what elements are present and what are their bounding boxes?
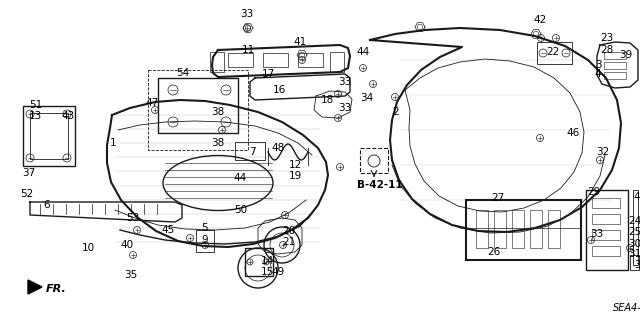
Text: 28: 28 [600, 45, 614, 55]
Text: 33: 33 [241, 9, 253, 19]
Text: 14: 14 [260, 256, 274, 266]
Text: 51: 51 [29, 100, 43, 110]
Text: 43: 43 [61, 111, 75, 121]
Text: 24: 24 [628, 216, 640, 226]
Text: 4: 4 [595, 69, 602, 79]
Text: 44: 44 [234, 173, 246, 183]
Text: 3: 3 [595, 60, 602, 70]
Text: 33: 33 [339, 77, 351, 87]
Text: 40: 40 [120, 240, 134, 250]
Text: 25: 25 [628, 227, 640, 237]
Text: 16: 16 [273, 85, 285, 95]
Text: 27: 27 [492, 193, 504, 203]
Text: 23: 23 [600, 33, 614, 43]
Text: 5: 5 [202, 223, 208, 233]
Text: 7: 7 [249, 147, 255, 157]
Text: 22: 22 [547, 47, 559, 57]
Text: 18: 18 [321, 95, 333, 105]
Text: FR.: FR. [46, 284, 67, 294]
Text: 35: 35 [124, 270, 138, 280]
Text: 1: 1 [109, 138, 116, 148]
Text: 29: 29 [588, 187, 600, 197]
Text: 49: 49 [271, 267, 285, 277]
Text: B-42-11: B-42-11 [357, 180, 403, 190]
Text: 49: 49 [634, 192, 640, 202]
Text: 6: 6 [44, 200, 51, 210]
Text: 17: 17 [261, 69, 275, 79]
Text: 31: 31 [628, 249, 640, 259]
Text: 39: 39 [620, 50, 632, 60]
Text: 13: 13 [28, 111, 42, 121]
Text: 20: 20 [282, 226, 296, 236]
Text: 46: 46 [566, 128, 580, 138]
Text: 9: 9 [202, 235, 208, 245]
Text: 34: 34 [360, 93, 374, 103]
Text: 37: 37 [22, 168, 36, 178]
Text: 38: 38 [211, 138, 225, 148]
Text: 42: 42 [533, 15, 547, 25]
Text: 15: 15 [260, 267, 274, 277]
Text: 10: 10 [81, 243, 95, 253]
Text: 33: 33 [590, 229, 604, 239]
Text: 30: 30 [628, 239, 640, 249]
Text: 48: 48 [271, 143, 285, 153]
Text: 2: 2 [393, 107, 399, 117]
Text: 32: 32 [596, 147, 610, 157]
Text: 41: 41 [293, 37, 307, 47]
Text: 12: 12 [289, 160, 301, 170]
Text: 53: 53 [126, 213, 140, 223]
Text: 26: 26 [488, 247, 500, 257]
Text: 36: 36 [634, 260, 640, 270]
Text: 45: 45 [161, 225, 175, 235]
Polygon shape [28, 280, 42, 294]
Text: SEA4-B4601A: SEA4-B4601A [613, 303, 640, 313]
Text: 38: 38 [211, 107, 225, 117]
Text: 11: 11 [241, 45, 255, 55]
Text: 47: 47 [145, 98, 159, 108]
Text: 33: 33 [339, 103, 351, 113]
Text: 21: 21 [282, 237, 296, 247]
Text: 54: 54 [177, 68, 189, 78]
Text: 52: 52 [20, 189, 34, 199]
Text: 44: 44 [356, 47, 370, 57]
Text: 50: 50 [234, 205, 248, 215]
Text: 19: 19 [289, 171, 301, 181]
